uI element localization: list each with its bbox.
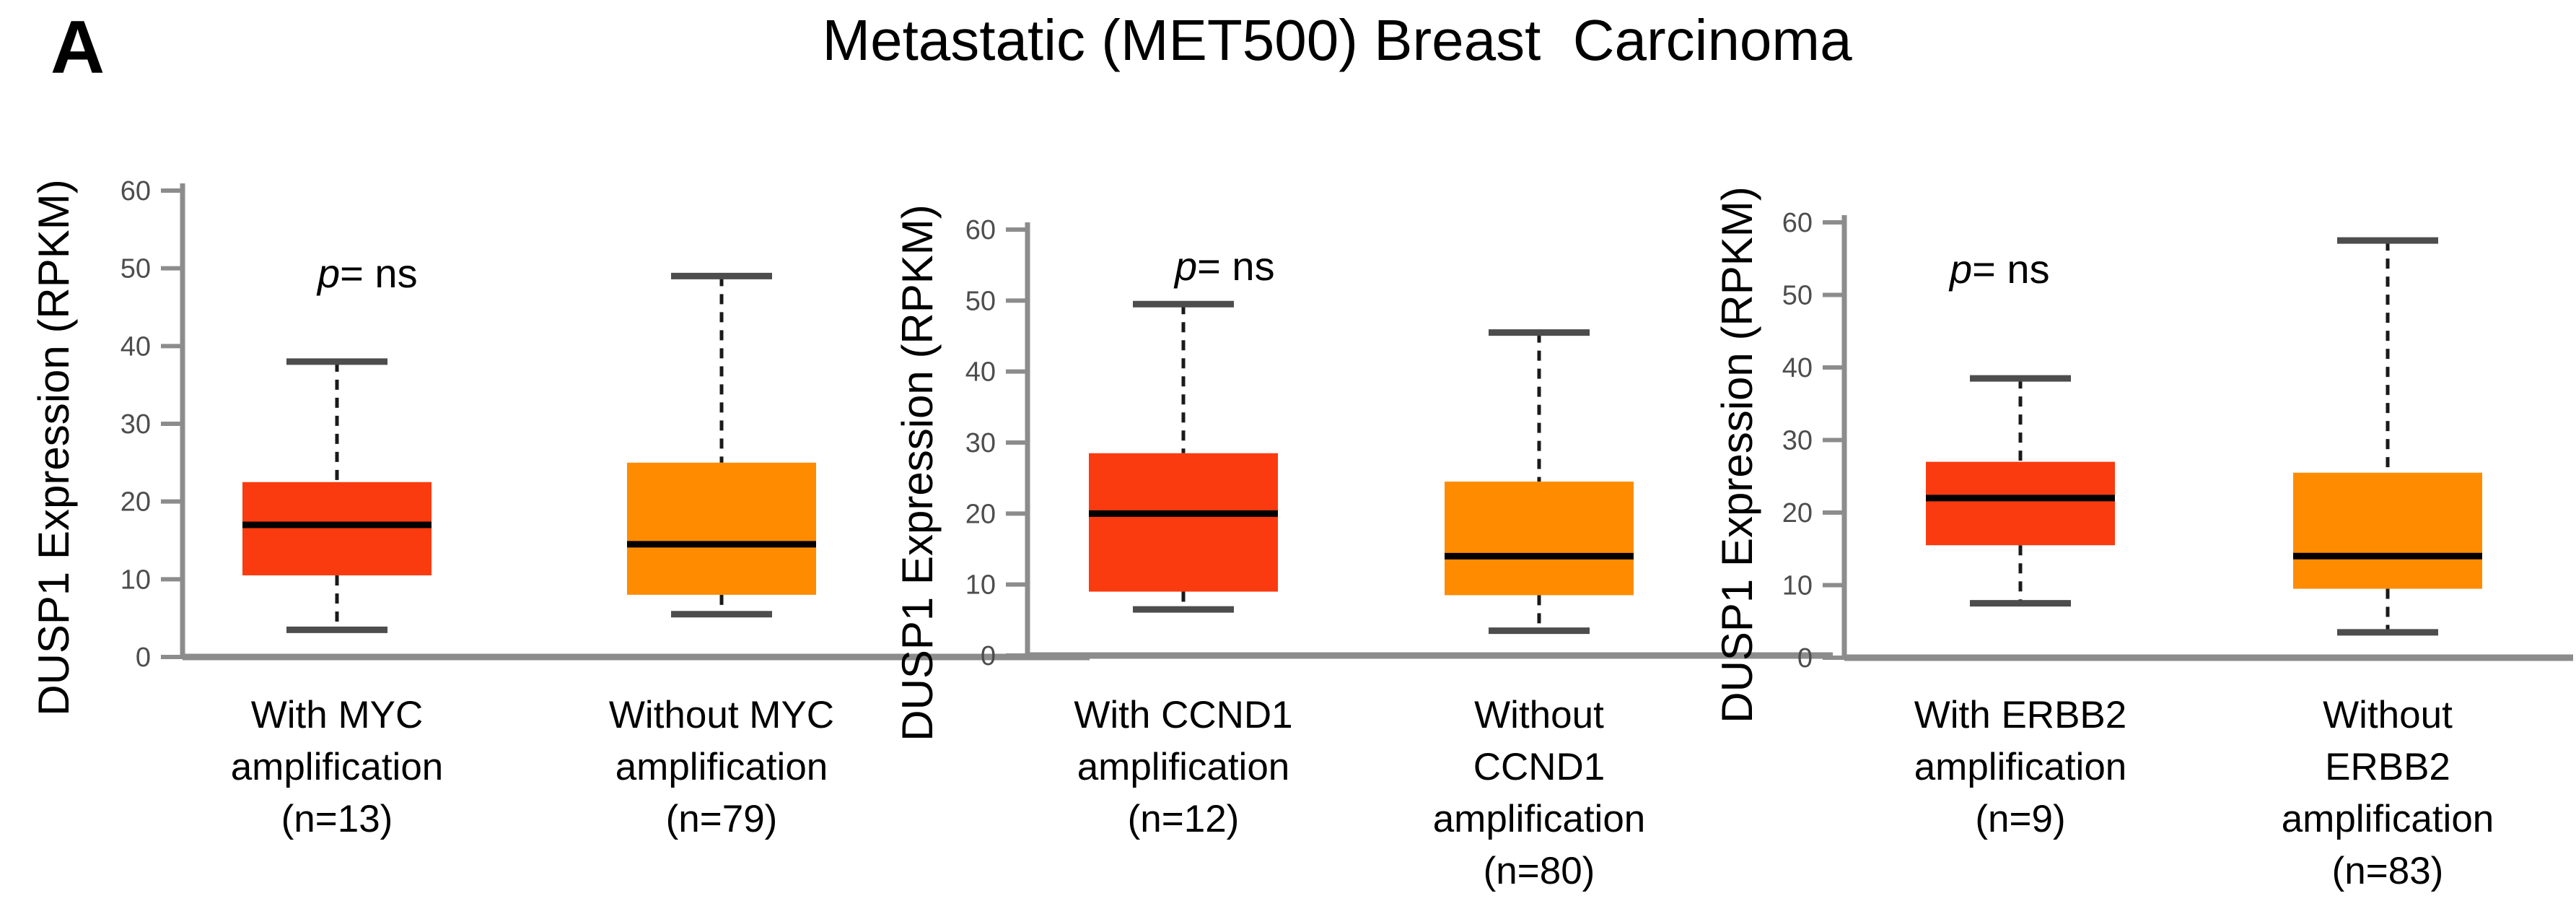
x-tick-label-CCND1-without-line2: CCND1	[1473, 746, 1605, 788]
y-tick-label: 10	[121, 565, 151, 595]
x-tick-label-ERBB2-with-line3: (n=9)	[1975, 798, 2065, 840]
y-tick-label: 30	[1782, 426, 1813, 456]
x-tick-label-ERBB2-without-line4: (n=83)	[2332, 850, 2444, 892]
x-tick-label-CCND1-without-line3: amplification	[1433, 798, 1646, 840]
x-tick-label-CCND1-with-line1: With CCND1	[1074, 694, 1292, 736]
y-tick-label: 60	[121, 176, 151, 206]
iqr-box-MYC-without	[627, 462, 816, 595]
y-tick-label: 0	[1797, 643, 1813, 674]
x-tick-label-CCND1-without-line4: (n=80)	[1484, 850, 1595, 892]
x-tick-label-ERBB2-without-line3: amplification	[2282, 798, 2494, 840]
y-tick-label: 60	[1782, 208, 1813, 238]
y-axis-label-MYC: DUSP1 Expression (RPKM)	[30, 179, 78, 716]
x-tick-label-MYC-with-line2: amplification	[231, 746, 444, 788]
p-value-annotation-MYC: p= ns	[316, 251, 418, 296]
y-tick-label: 30	[965, 428, 996, 458]
x-tick-label-ERBB2-with-line1: With ERBB2	[1914, 694, 2127, 736]
y-tick-label: 50	[1782, 281, 1813, 311]
iqr-box-ERBB2-without	[2293, 472, 2482, 589]
figure-title: Metastatic (MET500) Breast Carcinoma	[822, 8, 1852, 72]
y-tick-label: 0	[981, 641, 996, 671]
y-tick-label: 10	[965, 570, 996, 601]
y-tick-label: 10	[1782, 571, 1813, 601]
iqr-box-ERBB2-with	[1926, 461, 2115, 546]
x-tick-label-CCND1-with-line3: (n=12)	[1128, 798, 1240, 840]
y-tick-label: 0	[136, 643, 151, 673]
y-tick-label: 40	[965, 357, 996, 388]
x-tick-label-ERBB2-without-line1: Without	[2323, 694, 2453, 736]
x-tick-label-CCND1-without-line1: Without	[1474, 694, 1604, 736]
p-value-annotation-ERBB2: p= ns	[1948, 246, 2050, 292]
x-tick-label-MYC-with-line3: (n=13)	[281, 798, 393, 840]
y-tick-label: 20	[121, 487, 151, 518]
x-tick-label-ERBB2-with-line2: amplification	[1914, 746, 2127, 788]
y-tick-label: 20	[1782, 498, 1813, 528]
y-tick-label: 20	[965, 499, 996, 529]
panel-letter: A	[51, 6, 105, 90]
y-axis-label-ERBB2: DUSP1 Expression (RPKM)	[1713, 186, 1761, 723]
x-tick-label-MYC-with-line1: With MYC	[251, 694, 424, 736]
iqr-box-CCND1-without	[1445, 482, 1634, 596]
x-tick-label-CCND1-with-line2: amplification	[1077, 746, 1290, 788]
x-tick-label-MYC-without-line1: Without MYC	[609, 694, 834, 736]
y-tick-label: 40	[121, 331, 151, 362]
y-tick-label: 60	[965, 215, 996, 245]
y-tick-label: 50	[965, 286, 996, 316]
x-tick-label-MYC-without-line3: (n=79)	[666, 798, 778, 840]
y-axis-label-CCND1: DUSP1 Expression (RPKM)	[893, 204, 942, 741]
y-tick-label: 40	[1782, 353, 1813, 383]
y-tick-label: 50	[121, 254, 151, 284]
y-tick-label: 30	[121, 409, 151, 440]
iqr-box-CCND1-with	[1089, 453, 1278, 592]
p-value-annotation-CCND1: p= ns	[1173, 243, 1275, 289]
x-tick-label-MYC-without-line2: amplification	[615, 746, 828, 788]
x-tick-label-ERBB2-without-line2: ERBB2	[2325, 746, 2450, 788]
iqr-box-MYC-with	[242, 482, 431, 575]
